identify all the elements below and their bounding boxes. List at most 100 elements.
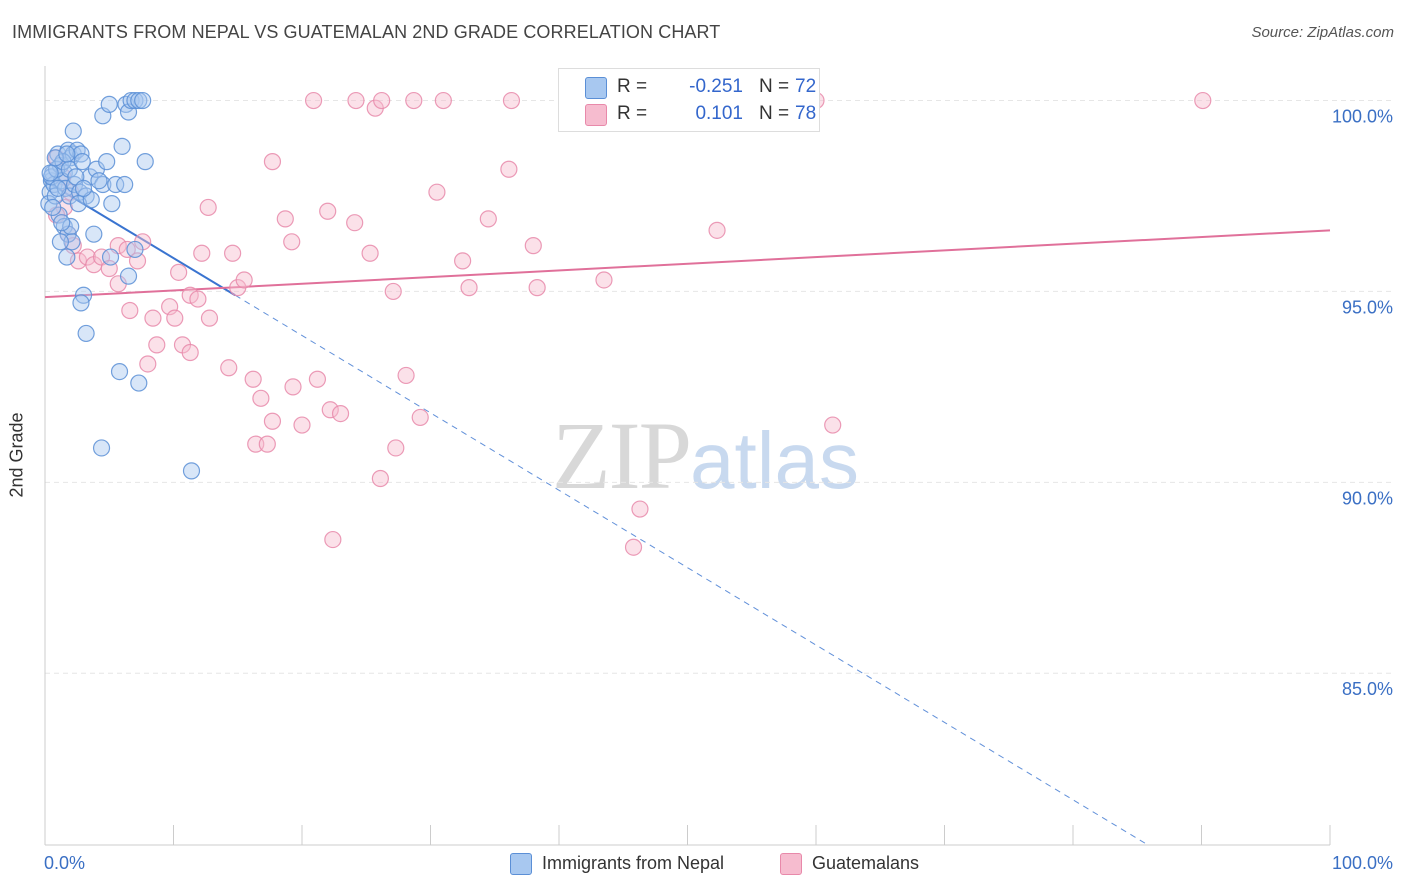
guatemalan-point [181,343,199,362]
watermark-atlas: atlas [690,416,859,505]
guatemalan-point [276,210,294,228]
guatemalan-point [405,91,423,110]
legend-n-label: N = [759,76,790,97]
nepal-point [98,153,116,171]
nepal-point [103,195,121,213]
guatemalan-point [321,401,339,419]
nepal-trend-extension [234,294,1149,846]
nepal-point [107,175,125,194]
legend-swatch-nepal [585,77,607,99]
guatemalan-point [121,301,139,320]
nepal-point [90,172,108,190]
bottom-legend-swatch-nepal [510,853,532,875]
nepal-point [130,91,148,110]
guatemalan-point [361,244,379,262]
guatemalan-point [258,435,276,453]
guatemalan-point [263,153,282,171]
y-tick-label: 95.0% [1342,297,1393,317]
guatemalan-point [384,282,402,301]
guatemalan-point [397,366,415,385]
guatemalan-point [1194,91,1212,110]
source-label: Source: ZipAtlas.com [1251,24,1394,41]
nepal-point [58,248,76,266]
guatemalan-point [373,91,391,110]
nepal-point [85,225,103,243]
guatemalan-point [293,416,311,434]
guatemalan-point [244,370,262,388]
nepal-point [73,153,91,171]
guatemalan-point [631,500,649,518]
watermark-zip: ZIP [552,402,692,509]
guatemalan-point [500,160,518,178]
nepal-point [134,91,152,110]
nepal-point [51,233,70,251]
x-tick-label: 0.0% [44,853,85,873]
guatemalan-point [193,244,211,262]
nepal-point [100,95,118,113]
guatemalan-point [235,271,253,289]
legend-r-label: R = [617,76,648,97]
nepal-point [110,363,129,381]
guatemalan-point [454,252,472,270]
legend-r-label: R = [617,103,648,124]
guatemalan-point [428,183,446,201]
guatemalan-point [144,309,162,327]
guatemalan-point [479,210,497,228]
nepal-point [182,462,201,480]
guatemalan-point [331,404,350,423]
correlation-legend: R = -0.251 N = 72 R = 0.101 N = 78 [558,68,820,132]
legend-n-label: N = [759,103,790,124]
nepal-point [58,145,76,163]
legend-n-value-guatemalans: 78 [795,103,817,124]
nepal-point [77,324,95,343]
nepal-point [41,164,59,182]
guatemalan-point [181,286,199,304]
guatemalan-point [284,378,302,396]
guatemalan-point [434,91,452,110]
nepal-point [119,267,138,285]
y-axis-title: 2nd Grade [6,412,27,498]
data-points [40,91,1212,556]
nepal-point [113,137,131,155]
guatemalan-point [524,237,542,255]
guatemalan-point [324,530,342,549]
guatemalan-point [624,538,643,556]
guatemalan-point [708,221,726,239]
guatemalan-point [148,336,166,354]
guatemalan-point [200,309,219,327]
legend-r-value-nepal: -0.251 [689,76,743,97]
guatemalan-point [460,279,478,297]
guatemalan-point [224,244,242,262]
nepal-point [64,122,82,140]
guatemalan-point [283,233,301,251]
guatemalan-point [170,263,188,281]
nepal-point [62,217,80,236]
nepal-point [126,240,144,259]
y-tick-label: 90.0% [1342,488,1393,508]
guatemalan-point [139,355,157,373]
nepal-point [116,175,134,194]
nepal-point [74,179,93,197]
guatemalan-point [263,412,282,430]
guatemalan-point [347,91,365,110]
guatemalan-point [346,214,364,232]
watermark: ZIPatlas [552,400,859,511]
axes [44,66,1331,846]
nepal-point [101,248,120,266]
nepal-point [130,374,148,392]
nepal-point [44,198,62,217]
guatemalan-point [319,202,337,220]
chart-title: IMMIGRANTS FROM NEPAL VS GUATEMALAN 2ND … [12,22,721,42]
guatemalan-point [411,408,429,427]
nepal-point [136,153,154,171]
legend-r-value-guatemalans: 0.101 [695,103,743,124]
guatemalan-point [595,271,613,289]
guatemalan-point [220,359,238,377]
guatemalan-point [199,198,217,217]
guatemalan-point [304,91,323,110]
bottom-legend-label-guatemalans: Guatemalans [812,853,920,873]
guatemalan-trend-line [44,229,1331,299]
guatemalan-point [252,389,270,407]
legend-swatch-guatemalans [585,104,607,126]
